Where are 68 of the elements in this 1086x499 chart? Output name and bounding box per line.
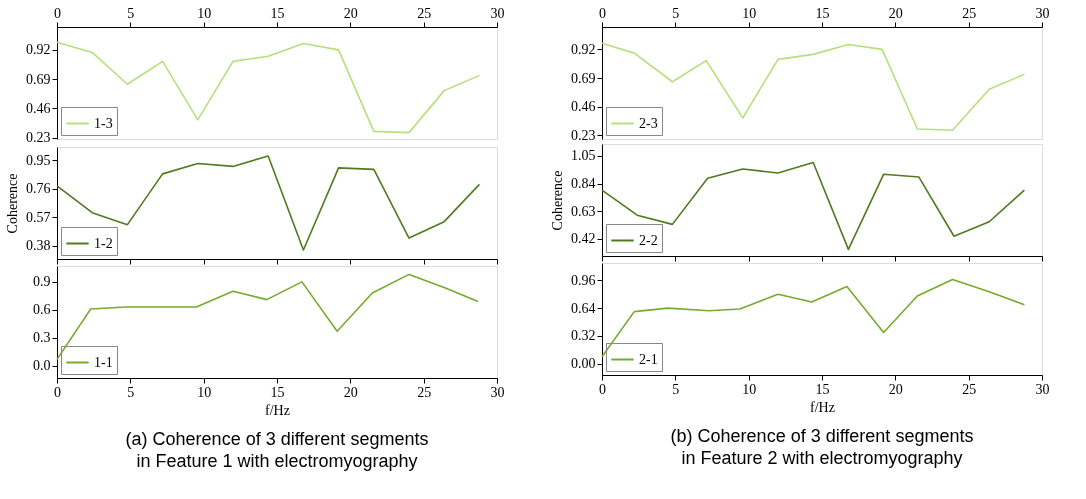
x-tick-label: 10 bbox=[742, 381, 757, 397]
legend-label: 1-3 bbox=[94, 115, 113, 131]
legend-label: 1-1 bbox=[94, 354, 113, 370]
y-tick-label: 0.9 bbox=[33, 274, 51, 290]
x-tick-label: 5 bbox=[672, 5, 680, 21]
x-tick-label: 0 bbox=[599, 381, 606, 397]
x-tick-label: 20 bbox=[888, 5, 903, 21]
y-tick-label: 0.46 bbox=[26, 100, 51, 116]
x-tick-label: 0 bbox=[54, 384, 61, 400]
x-tick-label: 20 bbox=[888, 381, 903, 397]
line-series bbox=[601, 42, 1026, 132]
legend-label: 2-2 bbox=[639, 232, 658, 248]
x-tick-label: 10 bbox=[197, 384, 212, 400]
y-tick-label: 0.6 bbox=[33, 302, 51, 318]
x-tick-label: 5 bbox=[672, 381, 680, 397]
x-tick-label: 0 bbox=[599, 5, 606, 21]
y-tick-label: 0.00 bbox=[571, 356, 596, 372]
y-tick-label: 0.76 bbox=[26, 181, 51, 197]
x-tick-label: 30 bbox=[1035, 5, 1050, 21]
line-series bbox=[56, 155, 481, 251]
y-tick-label: 0.96 bbox=[571, 272, 596, 288]
x-tick-label: 25 bbox=[962, 381, 977, 397]
x-tick-label: 15 bbox=[270, 384, 285, 400]
y-tick-label: 0.64 bbox=[571, 300, 596, 316]
y-tick-label: 0.57 bbox=[26, 209, 51, 225]
y-tick-label: 0.0 bbox=[33, 358, 51, 374]
x-tick-label: 30 bbox=[490, 384, 505, 400]
x-tick-label: 30 bbox=[490, 5, 505, 21]
y-tick-label: 0.3 bbox=[33, 330, 51, 346]
x-tick-label: 15 bbox=[815, 381, 830, 397]
y-tick-label: 0.38 bbox=[26, 238, 51, 254]
y-tick-label: 0.63 bbox=[571, 203, 596, 219]
x-axis-title: f/Hz bbox=[265, 402, 290, 418]
y-tick-label: 0.23 bbox=[571, 127, 596, 143]
x-tick-label: 10 bbox=[742, 5, 757, 21]
text: (a) Coherence of 3 different segments in Feature 1 with electromyography bbox=[125, 429, 429, 471]
x-tick-label: 5 bbox=[127, 384, 135, 400]
y-tick-label: 0.23 bbox=[26, 130, 51, 146]
line-series bbox=[56, 41, 481, 134]
y-tick-label: 0.84 bbox=[571, 176, 596, 192]
x-tick-label: 5 bbox=[127, 5, 135, 21]
x-tick-label: 25 bbox=[962, 5, 977, 21]
text: (b) Coherence of 3 different segments in Feature 2 with electromyography bbox=[670, 426, 974, 468]
y-axis-title: Coherence bbox=[550, 170, 565, 231]
x-tick-label: 25 bbox=[417, 5, 432, 21]
line-series bbox=[601, 161, 1026, 251]
x-axis-title: f/Hz bbox=[810, 399, 835, 415]
y-tick-label: 0.69 bbox=[26, 71, 51, 87]
y-tick-label: 1.05 bbox=[571, 148, 596, 164]
x-tick-label: 15 bbox=[815, 5, 830, 21]
x-tick-label: 25 bbox=[417, 384, 432, 400]
y-tick-label: 0.46 bbox=[571, 99, 596, 115]
y-tick-label: 0.32 bbox=[571, 328, 596, 344]
y-tick-label: 0.95 bbox=[26, 152, 51, 168]
y-tick-label: 0.92 bbox=[571, 41, 596, 57]
legend-label: 1-2 bbox=[94, 235, 113, 251]
legend-label: 2-1 bbox=[639, 351, 658, 367]
y-axis-title: Coherence bbox=[5, 173, 20, 234]
x-tick-label: 0 bbox=[54, 5, 61, 21]
x-tick-label: 20 bbox=[343, 5, 358, 21]
legend-label: 2-3 bbox=[639, 115, 658, 131]
y-tick-label: 0.92 bbox=[26, 42, 51, 58]
x-tick-label: 20 bbox=[343, 384, 358, 400]
x-tick-label: 10 bbox=[197, 5, 212, 21]
y-tick-label: 0.42 bbox=[571, 231, 596, 247]
y-tick-label: 0.69 bbox=[571, 70, 596, 86]
x-tick-label: 30 bbox=[1035, 381, 1050, 397]
x-tick-label: 15 bbox=[270, 5, 285, 21]
